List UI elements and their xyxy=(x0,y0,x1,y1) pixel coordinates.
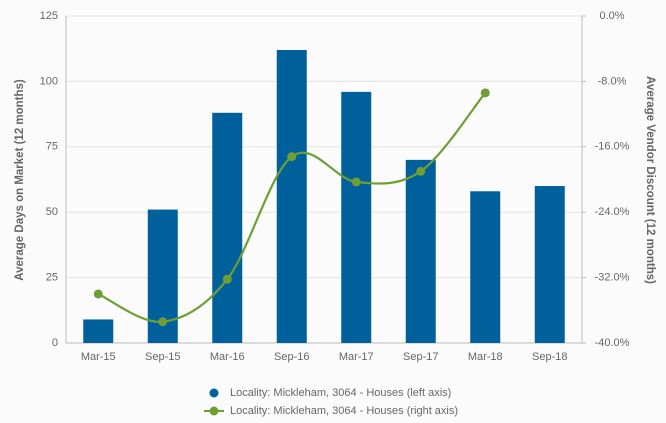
x-tick-label: Mar-18 xyxy=(468,351,503,363)
legend-marker xyxy=(209,388,219,398)
bar xyxy=(470,191,501,343)
y2-tick-label: -32.0% xyxy=(595,272,630,284)
y2-tick-label: 0.0% xyxy=(599,10,624,22)
y2-tick-label: -8.0% xyxy=(598,75,627,87)
bar xyxy=(83,319,114,343)
y-tick-label: 50 xyxy=(46,206,58,218)
legend-marker xyxy=(209,406,219,416)
y2-tick-label: -40.0% xyxy=(595,337,630,349)
point xyxy=(480,88,490,98)
y-tick-label: 100 xyxy=(40,75,58,87)
x-tick-label: Sep-17 xyxy=(403,351,438,363)
point xyxy=(416,166,426,176)
bar xyxy=(212,112,243,344)
x-tick-label: Mar-16 xyxy=(210,351,245,363)
point xyxy=(222,274,232,284)
y-tick-label: 25 xyxy=(46,272,58,284)
y-tick-label: 0 xyxy=(52,337,58,349)
legend-label: Locality: Mickleham, 3064 - Houses (righ… xyxy=(230,405,458,417)
x-tick-label: Sep-15 xyxy=(145,351,180,363)
point xyxy=(93,289,103,299)
y2-tick-label: -24.0% xyxy=(595,206,630,218)
x-tick-label: Mar-17 xyxy=(339,351,374,363)
x-tick-label: Mar-15 xyxy=(81,351,116,363)
point xyxy=(287,152,297,162)
x-tick-label: Sep-18 xyxy=(532,351,567,363)
x-tick-label: Sep-16 xyxy=(274,351,309,363)
y-tick-label: 125 xyxy=(40,10,58,22)
point xyxy=(351,177,361,187)
bar xyxy=(405,159,436,343)
y-tick-label: 75 xyxy=(46,141,58,153)
y2-tick-label: -16.0% xyxy=(595,141,630,153)
point xyxy=(158,317,168,327)
bar xyxy=(534,186,565,343)
bar xyxy=(276,50,307,344)
bar xyxy=(341,91,372,343)
y2-axis-title: Average Vendor Discount (12 months) xyxy=(644,76,656,284)
y-axis-title: Average Days on Market (12 months) xyxy=(14,79,26,281)
legend-label: Locality: Mickleham, 3064 - Houses (left… xyxy=(230,387,451,399)
